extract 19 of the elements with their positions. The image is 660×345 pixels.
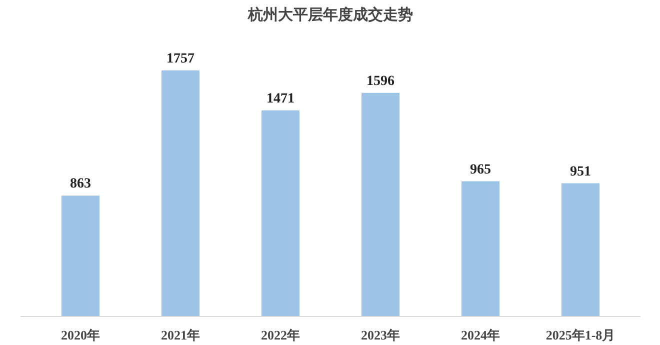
x-tick-label: 2025年1-8月 [546, 328, 616, 342]
data-label: 1596 [366, 74, 394, 89]
bar [462, 181, 500, 316]
x-tick-label: 2022年 [261, 328, 300, 342]
x-tick-label: 2021年 [161, 328, 200, 342]
data-label: 863 [70, 176, 91, 192]
data-label: 951 [570, 164, 591, 180]
x-tick-label: 2023年 [361, 328, 400, 342]
bar [262, 110, 300, 316]
data-label: 1757 [166, 51, 194, 66]
x-tick-label: 2020年 [61, 328, 100, 342]
bar [62, 196, 100, 316]
bar [362, 92, 400, 316]
x-tick-label: 2024年 [461, 328, 500, 342]
bar [162, 70, 200, 316]
bar [562, 183, 600, 316]
data-label: 965 [470, 162, 491, 178]
data-label: 1471 [266, 91, 294, 106]
chart-title: 杭州大平层年度成交走势 [247, 6, 413, 24]
